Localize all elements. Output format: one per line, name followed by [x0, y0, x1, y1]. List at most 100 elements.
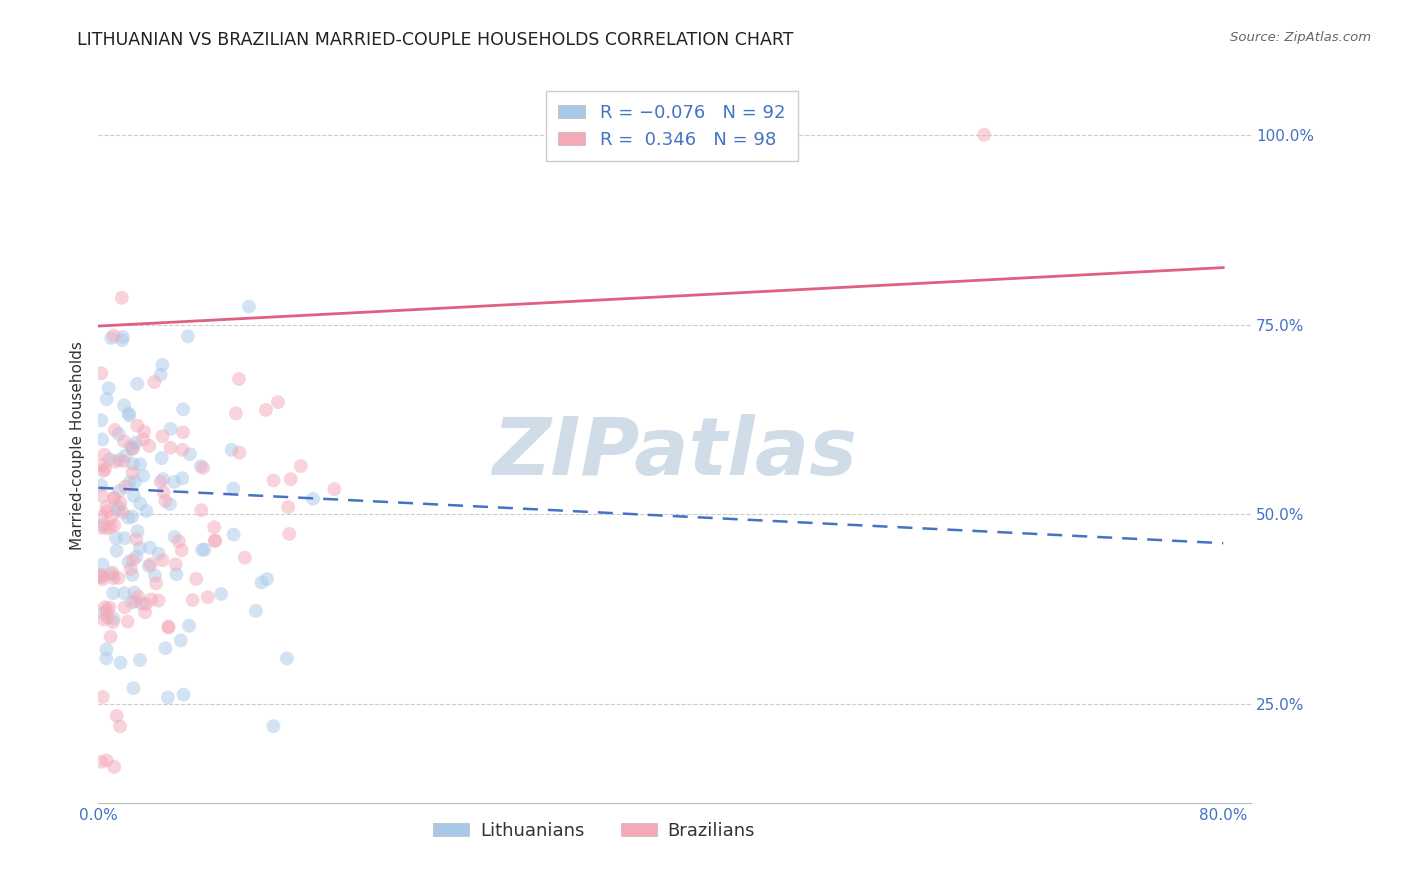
Point — [129, 653, 152, 667]
Point — [96, 504, 118, 518]
Point — [125, 549, 148, 564]
Point — [204, 533, 226, 548]
Point — [117, 511, 139, 525]
Point — [108, 453, 131, 467]
Point — [177, 329, 200, 343]
Point — [186, 572, 208, 586]
Point — [98, 600, 121, 615]
Point — [150, 451, 173, 466]
Point — [159, 497, 181, 511]
Point — [96, 500, 118, 515]
Point — [96, 651, 118, 665]
Point — [127, 376, 149, 391]
Point — [238, 300, 260, 314]
Point — [190, 503, 212, 517]
Point — [111, 330, 134, 344]
Point — [103, 612, 125, 626]
Point — [276, 651, 298, 665]
Point — [122, 457, 145, 471]
Point — [225, 406, 247, 420]
Point — [103, 328, 125, 343]
Point — [103, 518, 125, 533]
Y-axis label: Married-couple Households: Married-couple Households — [69, 342, 84, 550]
Point — [91, 489, 114, 503]
Point — [93, 606, 115, 620]
Point — [103, 760, 125, 774]
Point — [222, 527, 245, 541]
Point — [114, 586, 136, 600]
Point — [112, 454, 135, 468]
Point — [98, 520, 121, 534]
Point — [323, 482, 346, 496]
Point — [135, 504, 157, 518]
Point — [122, 441, 145, 455]
Point — [111, 291, 134, 305]
Point — [122, 681, 145, 695]
Point — [143, 375, 166, 389]
Point — [132, 433, 155, 447]
Point — [163, 530, 186, 544]
Point — [100, 630, 122, 644]
Point — [104, 423, 127, 437]
Point — [107, 426, 129, 441]
Point — [167, 534, 190, 549]
Point — [152, 553, 174, 567]
Point — [166, 567, 188, 582]
Point — [96, 603, 118, 617]
Text: ZIPatlas: ZIPatlas — [492, 414, 858, 492]
Point — [125, 435, 148, 450]
Point — [172, 471, 194, 485]
Point — [172, 402, 194, 417]
Point — [90, 755, 112, 769]
Point — [191, 542, 214, 557]
Point — [262, 719, 284, 733]
Point — [172, 425, 194, 440]
Point — [139, 541, 162, 555]
Point — [159, 441, 181, 455]
Point — [155, 641, 177, 656]
Point — [149, 475, 172, 489]
Point — [91, 464, 114, 478]
Point — [114, 531, 136, 545]
Point — [94, 600, 117, 615]
Point — [139, 558, 162, 572]
Point — [91, 509, 114, 524]
Point — [250, 575, 273, 590]
Point — [204, 533, 226, 548]
Text: Source: ZipAtlas.com: Source: ZipAtlas.com — [1230, 31, 1371, 45]
Point — [121, 466, 143, 480]
Point — [91, 433, 114, 447]
Point — [193, 542, 215, 557]
Point — [96, 753, 118, 767]
Point — [101, 586, 124, 600]
Point — [90, 458, 112, 472]
Point — [134, 605, 156, 619]
Point — [973, 128, 995, 142]
Point — [110, 496, 132, 510]
Point — [148, 593, 170, 607]
Point — [157, 621, 180, 635]
Point — [96, 392, 118, 406]
Point — [96, 521, 118, 535]
Point — [233, 550, 256, 565]
Point — [170, 633, 193, 648]
Point — [150, 358, 173, 372]
Point — [114, 480, 136, 494]
Point — [120, 439, 142, 453]
Point — [127, 524, 149, 538]
Point — [165, 558, 187, 572]
Point — [163, 475, 186, 489]
Point — [152, 429, 174, 443]
Point — [173, 688, 195, 702]
Point — [90, 521, 112, 535]
Point — [190, 459, 212, 474]
Point — [145, 576, 167, 591]
Point — [131, 597, 153, 611]
Point — [124, 475, 146, 489]
Point — [221, 442, 243, 457]
Point — [93, 448, 115, 462]
Point — [155, 494, 177, 508]
Point — [108, 500, 131, 515]
Point — [90, 478, 112, 492]
Point — [127, 590, 149, 604]
